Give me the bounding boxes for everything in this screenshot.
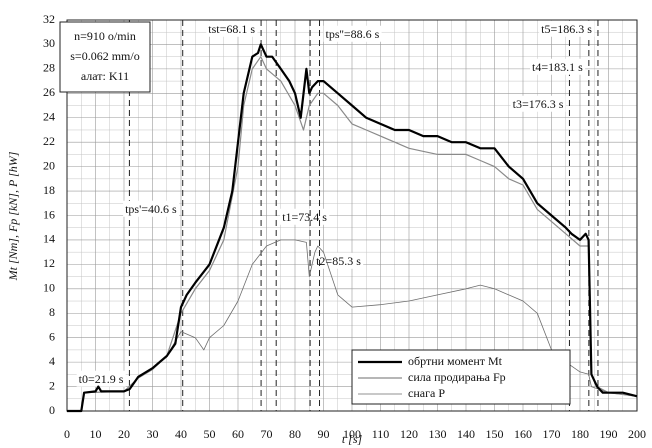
y-tick-label: 20 bbox=[43, 158, 55, 172]
x-tick-label: 160 bbox=[514, 427, 532, 441]
info-text: алат: K11 bbox=[81, 69, 129, 83]
y-tick-label: 2 bbox=[49, 378, 55, 392]
info-box bbox=[59, 21, 151, 93]
event-label-group: t0=21.9 s bbox=[76, 370, 126, 387]
event-label-group: t1=73.4 s bbox=[280, 208, 330, 225]
event-label: tps''=88.6 s bbox=[326, 27, 380, 41]
event-label-group: t2=85.3 s bbox=[314, 252, 364, 269]
series-line bbox=[67, 43, 638, 413]
event-label-bg bbox=[314, 252, 364, 269]
y-axis-label: Mt [Nm], Fp [kN], P [hW] bbox=[6, 151, 20, 281]
legend-label: обртни момент Mt bbox=[408, 354, 503, 368]
y-tick-label: 12 bbox=[43, 256, 55, 270]
legend-box bbox=[351, 349, 571, 405]
y-tick-label: 0 bbox=[49, 403, 55, 417]
x-tick-label: 130 bbox=[429, 427, 447, 441]
x-tick-label: 0 bbox=[64, 427, 70, 441]
event-label-bg bbox=[76, 370, 126, 387]
x-tick-label: 120 bbox=[400, 427, 418, 441]
y-tick-label: 4 bbox=[49, 354, 55, 368]
x-tick-label: 70 bbox=[261, 427, 273, 441]
y-tick-label: 6 bbox=[49, 329, 55, 343]
event-label-group: t4=183.1 s bbox=[530, 58, 586, 75]
y-tick-label: 14 bbox=[43, 232, 55, 246]
event-label-bg bbox=[539, 20, 595, 37]
event-label-group: tps''=88.6 s bbox=[323, 25, 382, 42]
event-label: t3=176.3 s bbox=[513, 97, 564, 111]
x-tick-label: 80 bbox=[289, 427, 301, 441]
info-text: n=910 o/min bbox=[74, 29, 136, 43]
x-tick-label: 30 bbox=[147, 427, 159, 441]
legend-label: сила продирања Fp bbox=[408, 370, 506, 384]
event-label-group: t5=186.3 s bbox=[539, 20, 595, 37]
x-tick-label: 140 bbox=[457, 427, 475, 441]
y-tick-label: 8 bbox=[49, 305, 55, 319]
y-tick-label: 26 bbox=[43, 85, 55, 99]
y-tick-label: 32 bbox=[43, 12, 55, 26]
event-label-bg bbox=[510, 95, 566, 112]
x-tick-label: 190 bbox=[600, 427, 618, 441]
y-tick-label: 22 bbox=[43, 134, 55, 148]
event-label-bg bbox=[280, 208, 330, 225]
x-tick-label: 90 bbox=[318, 427, 330, 441]
event-label-bg bbox=[530, 58, 586, 75]
x-tick-label: 150 bbox=[486, 427, 504, 441]
x-axis-label: t [s] bbox=[342, 432, 363, 446]
info-text: s=0.062 mm/o bbox=[70, 49, 139, 63]
x-tick-label: 10 bbox=[90, 427, 102, 441]
event-label: tst=68.1 s bbox=[208, 22, 255, 36]
y-tick-label: 24 bbox=[43, 110, 55, 124]
x-tick-label: 40 bbox=[175, 427, 187, 441]
event-label-group: t3=176.3 s bbox=[510, 95, 566, 112]
y-tick-label: 28 bbox=[43, 61, 55, 75]
event-label-group: tst=68.1 s bbox=[206, 20, 258, 37]
event-label: t4=183.1 s bbox=[532, 60, 583, 74]
x-tick-label: 50 bbox=[204, 427, 216, 441]
y-tick-label: 16 bbox=[43, 207, 55, 221]
y-tick-label: 30 bbox=[43, 36, 55, 50]
x-tick-label: 110 bbox=[372, 427, 390, 441]
event-label-bg bbox=[323, 25, 382, 42]
y-tick-label: 10 bbox=[43, 281, 55, 295]
event-label: t5=186.3 s bbox=[541, 22, 592, 36]
y-tick-label: 18 bbox=[43, 183, 55, 197]
x-tick-label: 200 bbox=[628, 427, 646, 441]
plot-frame bbox=[66, 19, 638, 412]
event-label-bg bbox=[206, 20, 258, 37]
x-tick-label: 100 bbox=[343, 427, 361, 441]
event-label: t1=73.4 s bbox=[282, 210, 327, 224]
x-tick-label: 180 bbox=[571, 427, 589, 441]
legend-label: снага P bbox=[408, 386, 445, 400]
event-label: tps'=40.6 s bbox=[125, 202, 177, 216]
event-label: t2=85.3 s bbox=[316, 254, 361, 268]
event-label-bg bbox=[123, 200, 180, 217]
x-tick-label: 170 bbox=[543, 427, 561, 441]
x-tick-label: 60 bbox=[232, 427, 244, 441]
event-label: t0=21.9 s bbox=[79, 372, 124, 386]
event-label-group: tps'=40.6 s bbox=[123, 200, 180, 217]
x-tick-label: 20 bbox=[118, 427, 130, 441]
